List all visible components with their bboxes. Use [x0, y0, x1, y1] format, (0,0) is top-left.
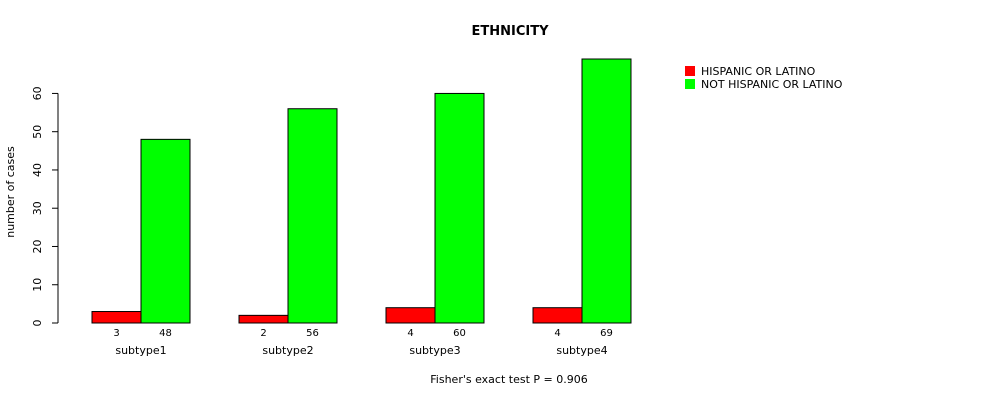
bar-value-label: 3 — [113, 328, 119, 339]
legend-swatch-not-hispanic — [685, 79, 695, 89]
bar-not-hispanic-subtype1 — [140, 138, 191, 324]
bar-not-hispanic-subtype4 — [581, 58, 632, 324]
bar-value-label: 56 — [306, 328, 319, 339]
bars-group: 3 48 subtype1 2 56 subtype2 4 60 subtype3 4 69 subt… — [91, 58, 632, 357]
y-tick-label: 50 — [31, 125, 44, 139]
bar-value-label: 69 — [600, 328, 613, 339]
legend-label-not-hispanic: NOT HISPANIC OR LATINO — [701, 78, 843, 91]
y-axis: 0 10 20 30 40 50 60 — [31, 86, 59, 327]
fisher-test-footnote: Fisher's exact test P = 0.906 — [430, 373, 587, 386]
y-tick-label: 60 — [31, 86, 44, 100]
bar-value-label: 4 — [407, 328, 413, 339]
y-axis-label: number of cases — [4, 146, 17, 238]
chart-title: ETHNICITY — [471, 24, 549, 39]
bar-not-hispanic-subtype2 — [287, 108, 338, 324]
category-label-subtype2: subtype2 — [262, 344, 313, 357]
y-tick-label: 10 — [31, 278, 44, 292]
bar-value-label: 2 — [260, 328, 266, 339]
y-tick-label: 0 — [31, 320, 44, 327]
bar-hispanic-subtype3 — [385, 307, 436, 324]
bar-hispanic-subtype2 — [238, 314, 289, 324]
legend-swatch-hispanic — [685, 66, 695, 76]
bar-hispanic-subtype1 — [91, 311, 142, 324]
bar-value-label: 4 — [554, 328, 560, 339]
bar-value-label: 60 — [453, 328, 466, 339]
category-label-subtype4: subtype4 — [556, 344, 607, 357]
y-tick-label: 30 — [31, 201, 44, 215]
bar-value-label: 48 — [159, 328, 172, 339]
y-tick-label: 20 — [31, 239, 44, 253]
category-label-subtype1: subtype1 — [115, 344, 166, 357]
bar-hispanic-subtype4 — [532, 307, 583, 324]
category-label-subtype3: subtype3 — [409, 344, 460, 357]
y-tick-label: 40 — [31, 163, 44, 177]
legend-label-hispanic: HISPANIC OR LATINO — [701, 65, 816, 78]
bar-not-hispanic-subtype3 — [434, 92, 485, 324]
